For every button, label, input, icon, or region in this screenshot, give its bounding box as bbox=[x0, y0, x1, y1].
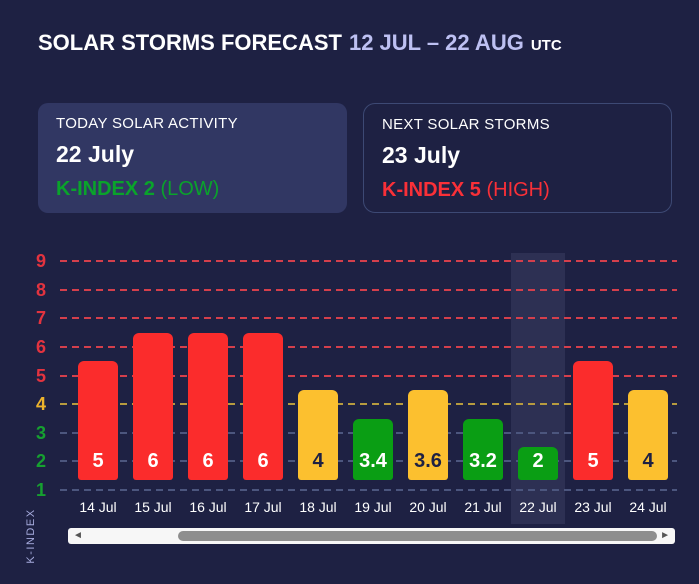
horizontal-scrollbar[interactable]: ◄ ► bbox=[68, 528, 675, 544]
highlighted-day-strip bbox=[511, 253, 565, 524]
gridline-8 bbox=[60, 288, 677, 291]
kindex-level: (HIGH) bbox=[486, 179, 550, 201]
y-tick-9: 9 bbox=[35, 251, 46, 272]
y-tick-4: 4 bbox=[35, 394, 46, 415]
gridline-4 bbox=[60, 403, 677, 406]
bar-value-label: 3.2 bbox=[469, 450, 497, 472]
y-tick-8: 8 bbox=[35, 279, 46, 300]
kindex-level: (LOW) bbox=[160, 178, 220, 200]
card-kindex-line: K-INDEX 5 (HIGH) bbox=[382, 179, 653, 202]
bar-value-label: 3.4 bbox=[359, 450, 387, 472]
x-tick-21-jul: 21 Jul bbox=[464, 499, 502, 515]
bar-19-jul[interactable]: 3.4 bbox=[353, 418, 393, 480]
gridline-9 bbox=[60, 260, 677, 263]
bar-value-label: 2 bbox=[532, 449, 544, 472]
y-tick-2: 2 bbox=[35, 451, 46, 472]
title-date-range: 12 JUL – 22 AUG bbox=[348, 30, 524, 55]
card-date: 22 July bbox=[56, 141, 134, 167]
y-axis-label: K-INDEX bbox=[25, 508, 37, 564]
scroll-left-arrow-icon[interactable]: ◄ bbox=[73, 530, 83, 541]
bar-value-label: 6 bbox=[202, 449, 214, 472]
card-heading: NEXT SOLAR STORMS bbox=[382, 116, 550, 133]
x-tick-23-jul: 23 Jul bbox=[574, 499, 612, 515]
y-tick-1: 1 bbox=[35, 480, 46, 500]
gridline-5 bbox=[60, 374, 677, 377]
gridline-6 bbox=[60, 346, 677, 348]
gridline-7 bbox=[60, 317, 677, 320]
card-heading: TODAY SOLAR ACTIVITY bbox=[56, 115, 238, 132]
x-tick-14-jul: 14 Jul bbox=[79, 499, 117, 515]
bar-value-label: 6 bbox=[147, 449, 159, 472]
page-title: SOLAR STORMS FORECAST 12 JUL – 22 AUG UTC bbox=[38, 30, 562, 56]
x-tick-19-jul: 19 Jul bbox=[354, 499, 392, 515]
bar-20-jul[interactable]: 3.6 bbox=[408, 389, 448, 480]
bar-value-label: 3.6 bbox=[414, 449, 442, 472]
y-tick-5: 5 bbox=[35, 365, 46, 386]
next-solar-storms-card: NEXT SOLAR STORMS 23 July K-INDEX 5 (HIG… bbox=[363, 103, 672, 213]
bar-value-label: 4 bbox=[642, 449, 654, 472]
title-main: SOLAR STORMS FORECAST bbox=[38, 30, 342, 55]
bar-value-label: 6 bbox=[257, 449, 269, 472]
y-tick-6: 6 bbox=[35, 337, 46, 357]
bar-value-label: 5 bbox=[92, 449, 104, 472]
x-tick-22-jul: 22 Jul bbox=[519, 499, 557, 515]
x-tick-18-jul: 18 Jul bbox=[299, 499, 337, 515]
bar-18-jul[interactable]: 4 bbox=[298, 389, 338, 480]
x-tick-20-jul: 20 Jul bbox=[409, 499, 447, 515]
x-tick-24-jul: 24 Jul bbox=[629, 499, 667, 515]
title-timezone: UTC bbox=[530, 37, 562, 54]
bar-22-jul[interactable]: 2 bbox=[518, 447, 558, 480]
gridline-1 bbox=[60, 489, 677, 491]
kindex-value: K-INDEX 2 bbox=[56, 178, 155, 200]
bar-16-jul[interactable]: 6 bbox=[188, 332, 228, 480]
card-date: 23 July bbox=[382, 142, 460, 168]
today-solar-activity-card: TODAY SOLAR ACTIVITY 22 July K-INDEX 2 (… bbox=[38, 103, 347, 213]
bar-15-jul[interactable]: 6 bbox=[133, 332, 173, 480]
kindex-value: K-INDEX 5 bbox=[382, 179, 481, 201]
x-tick-15-jul: 15 Jul bbox=[134, 499, 172, 515]
bar-24-jul[interactable]: 4 bbox=[628, 389, 668, 480]
x-tick-16-jul: 16 Jul bbox=[189, 499, 227, 515]
bar-value-label: 5 bbox=[587, 449, 599, 472]
scrollbar-thumb[interactable] bbox=[178, 531, 657, 541]
bar-21-jul[interactable]: 3.2 bbox=[463, 418, 503, 480]
scroll-right-arrow-icon[interactable]: ► bbox=[660, 530, 670, 541]
x-tick-17-jul: 17 Jul bbox=[244, 499, 282, 515]
bar-17-jul[interactable]: 6 bbox=[243, 332, 283, 480]
card-kindex-line: K-INDEX 2 (LOW) bbox=[56, 178, 329, 201]
bar-23-jul[interactable]: 5 bbox=[573, 361, 613, 480]
bar-14-jul[interactable]: 5 bbox=[78, 361, 118, 480]
bar-value-label: 4 bbox=[312, 449, 324, 472]
y-tick-7: 7 bbox=[35, 308, 46, 329]
y-tick-3: 3 bbox=[35, 422, 46, 443]
